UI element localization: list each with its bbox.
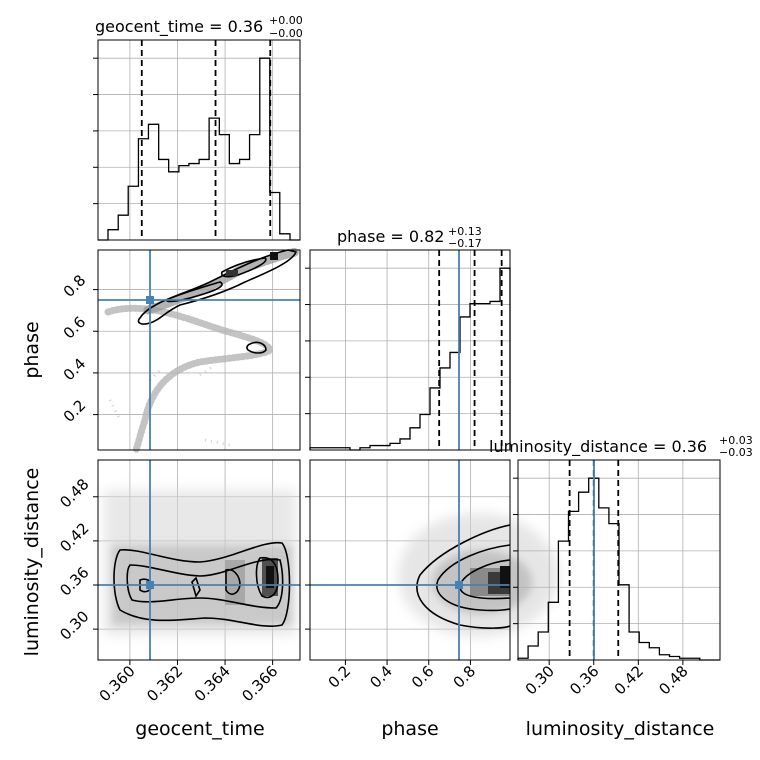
- phase-ytick-label-0: 0.2: [60, 396, 90, 426]
- distance-vs-phase-truth-marker: [455, 581, 463, 589]
- geocent-time-quantile-lines: [140, 40, 272, 240]
- distance-xtick-label-3: 0.48: [655, 662, 691, 698]
- distance-ytick-label-1: 0.36: [56, 563, 92, 599]
- distance-vs-time-xticks: 0.360 0.362 0.364 0.366: [96, 660, 281, 705]
- geocent-time-title-plus: +0.00: [269, 14, 303, 27]
- phase-vs-time-contour-low: [246, 341, 267, 354]
- phase-title: phase = 0.82: [337, 227, 444, 246]
- phase-quantile-lines: [438, 250, 503, 450]
- geocent-time-hist-grid: [98, 40, 300, 240]
- phase-title-equals: =: [385, 227, 409, 246]
- distance-vs-phase-density-peak: [500, 566, 510, 588]
- phase-histogram-panel: [305, 249, 511, 451]
- phase-vs-time-density-peak: [270, 252, 278, 260]
- geocent-time-hist-frame: [97, 39, 301, 241]
- phase-vs-time-sample-cloud: [104, 304, 275, 454]
- distance-vs-time-frame: [97, 459, 301, 661]
- phase-vs-time-samples: [104, 247, 301, 454]
- phase-xtick-label-3: 0.8: [450, 662, 480, 692]
- distance-vs-time-density-peak: [266, 566, 274, 588]
- geocent-time-histogram-panel: [93, 39, 301, 241]
- distance-hist-yticks: [513, 477, 518, 625]
- distance-ylabel: luminosity_distance: [21, 468, 43, 657]
- phase-ytick-label-2: 0.6: [60, 313, 90, 343]
- distance-vs-phase-xticks: 0.2 0.4 0.6 0.8: [325, 660, 480, 692]
- geocent-time-xtick-label-1: 0.362: [143, 662, 186, 705]
- phase-vs-time-frame: [97, 249, 301, 451]
- phase-vs-time-contour-top: [220, 257, 267, 278]
- distance-xtick-label-2: 0.42: [611, 662, 647, 698]
- distance-histogram: [517, 477, 720, 661]
- geocent-time-histogram: [98, 57, 300, 241]
- distance-xtick-label-0: 0.30: [522, 662, 558, 698]
- phase-ylabel: phase: [21, 321, 43, 378]
- phase-vs-time-density-mid: [226, 270, 238, 276]
- distance-xtick-label-1: 0.36: [566, 662, 602, 698]
- phase-histogram: [309, 267, 511, 451]
- geocent-time-title-value: 0.36: [228, 17, 264, 36]
- geocent-time-hist-steps: [98, 57, 300, 241]
- distance-ytick-label-3: 0.48: [56, 475, 92, 511]
- distance-vs-time-truth-marker: [146, 581, 154, 589]
- phase-vs-time-contour-mid: [164, 281, 223, 303]
- phase-vs-time-truth-marker: [146, 296, 154, 304]
- distance-title-plus: +0.03: [719, 434, 753, 447]
- distance-title: luminosity_distance = 0.36: [489, 437, 707, 457]
- phase-vs-geocent-time-panel: 0.2 0.4 0.6 0.8: [60, 247, 301, 454]
- geocent-time-xtick-label-3: 0.366: [238, 662, 281, 705]
- distance-title-value: 0.36: [671, 437, 707, 456]
- distance-vs-geocent-time-panel: 0.30 0.36 0.42 0.48 0.360 0.362 0.364 0.366: [56, 459, 301, 705]
- distance-title-equals: =: [648, 437, 672, 456]
- distance-xlabel: luminosity_distance: [526, 718, 715, 740]
- distance-title-minus: −0.03: [719, 446, 753, 459]
- distance-hist-frame: [517, 459, 721, 661]
- distance-vs-phase-frame: [309, 459, 511, 661]
- distance-vs-phase-yticks: [305, 496, 310, 630]
- distance-vs-time-contours: [113, 541, 291, 627]
- geocent-time-xlabel: geocent_time: [135, 718, 264, 740]
- distance-vs-phase-contour-mid: [436, 544, 511, 612]
- distance-vs-time-contour-mid: [126, 558, 284, 609]
- geocent-time-hist-yticks: [93, 57, 98, 205]
- geocent-time-title-equals: =: [204, 17, 228, 36]
- distance-vs-time-density-a: [225, 560, 245, 605]
- phase-vs-time-yticks: 0.2 0.4 0.6 0.8: [60, 271, 98, 426]
- distance-ytick-label-0: 0.30: [56, 607, 92, 643]
- geocent-time-xtick-label-2: 0.364: [191, 662, 234, 705]
- geocent-time-title: geocent_time = 0.36: [95, 17, 263, 37]
- distance-vs-phase-samples: [398, 513, 558, 637]
- phase-xtick-label-0: 0.2: [325, 662, 355, 692]
- distance-vs-time-contour-outer: [113, 541, 291, 627]
- phase-hist-frame: [309, 249, 511, 451]
- distance-vs-time-contour-center: [191, 576, 201, 598]
- geocent-time-title-minus: −0.00: [269, 27, 303, 40]
- phase-hist-steps: [309, 267, 511, 451]
- phase-xtick-label-2: 0.6: [408, 662, 438, 692]
- phase-title-label: phase: [337, 227, 385, 246]
- phase-title-value: 0.82: [409, 227, 445, 246]
- distance-ytick-label-2: 0.42: [56, 519, 92, 555]
- distance-hist-steps: [517, 477, 720, 661]
- phase-title-plus: +0.13: [448, 225, 482, 238]
- phase-title-minus: −0.17: [448, 237, 482, 250]
- distance-vs-phase-contour-outer: [416, 524, 511, 629]
- distance-vs-time-contour-right: [255, 556, 279, 599]
- phase-ytick-label-1: 0.4: [60, 355, 90, 385]
- distance-vs-phase-panel: 0.2 0.4 0.6 0.8: [305, 459, 558, 692]
- distance-hist-xticks: 0.30 0.36 0.42 0.48: [522, 660, 692, 698]
- phase-hist-yticks: [305, 267, 310, 415]
- geocent-time-xtick-label-0: 0.360: [96, 662, 139, 705]
- phase-xlabel: phase: [381, 718, 438, 740]
- phase-hist-grid: [310, 250, 510, 450]
- distance-vs-time-yticks: 0.30 0.36 0.42 0.48: [56, 475, 98, 644]
- phase-xtick-label-1: 0.4: [366, 662, 396, 692]
- distance-title-label: luminosity_distance: [489, 437, 648, 457]
- phase-ytick-label-3: 0.8: [60, 271, 90, 301]
- geocent-time-title-label: geocent_time: [95, 17, 204, 37]
